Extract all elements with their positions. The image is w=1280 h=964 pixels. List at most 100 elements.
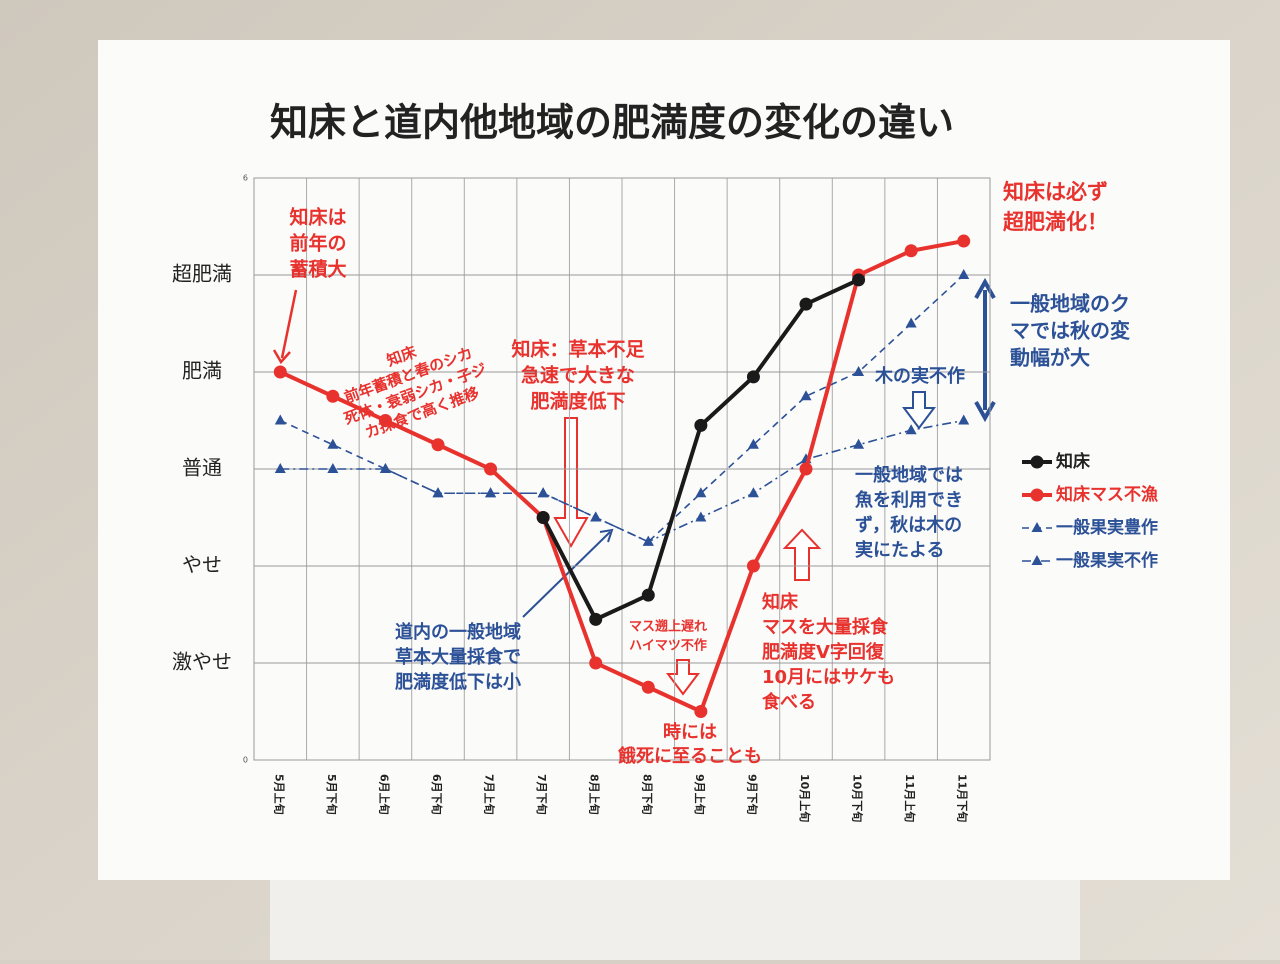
x-tick-label: 9月下旬 [745,774,759,815]
annotation: ハイマツ不作 [629,638,707,654]
x-tick-label: 10月下旬 [851,774,865,822]
point [642,535,654,546]
annotation: 10月にはサケも [762,667,895,688]
x-tick-label: 9月上旬 [693,774,707,815]
x-tick-label: 5月下旬 [325,774,339,815]
point [905,424,917,435]
pointer-head [599,528,614,543]
hollow-arrow [553,417,589,549]
point [641,680,655,694]
point [326,389,340,403]
series-line [279,239,965,715]
annotation: マス遡上遅れ [629,619,707,635]
pointer-line [522,531,611,618]
annotation: 急速で大きな [521,364,635,387]
point [958,414,970,425]
x-tick-label: 11月下旬 [956,774,970,822]
annotation: 餓死に至ることも [618,745,762,767]
x-tick-label: 7月上旬 [483,774,497,815]
chart-title: 知床と道内他地域の肥満度の変化の違い [270,101,954,145]
annotation: 知床 [762,591,799,613]
y-tick-label: 肥満 [182,359,222,383]
y-tick-label: 激やせ [172,650,232,674]
annotation: 肥満度低下は小 [394,671,521,693]
paper-below [270,880,1080,960]
point [590,511,602,522]
annotation: 知床は必ず [1003,180,1108,204]
point [327,438,339,449]
point [746,370,760,384]
point [589,656,603,670]
point [957,234,971,248]
point [853,366,865,376]
y-tick-label: 0 [243,756,248,765]
annotation: 肥満度V字回復 [761,641,885,663]
point [799,462,813,476]
point [695,511,707,522]
point [327,463,339,473]
annotation: マスを大量採食 [762,616,889,638]
annotation: 蓄積大 [289,258,346,281]
point [1030,488,1044,502]
point [589,612,603,626]
point [1031,522,1043,532]
x-tick-label: 6月下旬 [430,774,444,815]
annotation: 木の実不作 [874,365,965,387]
x-tick-label: 11月上旬 [903,774,917,822]
annotation: 肥満度低下 [530,390,625,413]
point [378,414,392,427]
point [485,487,497,498]
annotation: 一般地域のク [1010,292,1130,316]
point [484,462,498,476]
point [853,438,865,449]
point [695,487,707,498]
point [274,463,286,473]
arrow [280,289,298,359]
point [274,414,286,425]
point [747,487,759,498]
annotation: マでは秋の変 [1010,319,1130,343]
point [537,487,549,498]
legend-label: 一般果実不作 [1056,550,1158,571]
series-line [280,419,964,543]
x-tick-label: 10月上旬 [798,774,812,822]
hollow-arrow [902,391,936,430]
point [641,588,655,602]
point [273,365,287,379]
point [694,418,708,432]
annotation: 実にたよる [855,539,944,561]
point [1030,455,1044,469]
annotation: 動幅が大 [1010,346,1090,370]
point [904,244,918,258]
annotation: 超肥満化！ [1003,210,1108,234]
annotation: 一般地域では [855,464,963,486]
point [432,487,444,498]
point [852,273,866,287]
hollow-arrow [666,659,700,696]
annotation: 時には [663,722,717,743]
y-tick-label: やせ [182,553,222,577]
point [1031,555,1043,565]
arrow-head [272,349,291,365]
legend-label: 知床 [1055,451,1091,472]
x-tick-label: 8月下旬 [640,774,654,815]
point [747,438,759,449]
x-tick-label: 5月上旬 [272,774,286,815]
hollow-arrow [782,528,822,581]
annotation: 草本大量採食で [395,646,521,668]
point [431,438,445,452]
point [799,297,813,311]
point [958,269,970,279]
range-arrow-heads [974,277,996,423]
legend-label: 知床マス不漁 [1055,484,1158,505]
point [536,511,550,524]
annotation: 魚を利用でき [855,489,963,511]
x-tick-label: 8月上旬 [588,774,602,815]
point [905,317,917,328]
x-tick-label: 7月下旬 [535,774,549,815]
legend-label: 一般果実豊作 [1056,517,1158,538]
annotation: 前年の [289,232,346,255]
point [746,559,760,573]
annotation: 道内の一般地域 [395,621,521,643]
